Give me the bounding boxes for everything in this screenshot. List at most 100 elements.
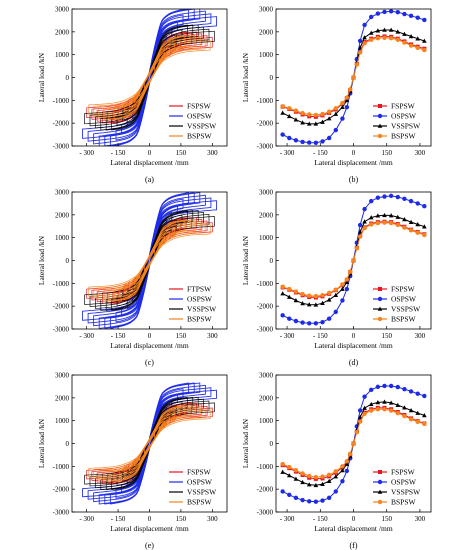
data-point [287,316,292,321]
data-point [340,478,345,484]
data-point [326,478,332,483]
hysteresis-loop [93,408,206,479]
legend-label: VSSPSW [391,488,421,497]
data-point [382,212,387,218]
data-point [293,289,299,294]
hysteresis-loop [102,31,197,124]
data-point [402,413,407,419]
y-tick-label: 1000 [55,417,70,425]
x-tick-label: 0 [352,332,356,340]
data-point [408,228,414,233]
data-point [362,35,367,40]
legend-label: OSPSW [391,295,417,304]
legend-entry: OSPSW [373,295,417,304]
legend-marker [377,499,383,505]
y-axis-label: Lateral load /kN [37,52,46,102]
y-tick-label: 0 [66,440,70,448]
legend-marker [378,470,382,474]
data-point [415,45,420,51]
data-point [326,290,332,296]
legend-label: VSSPSW [391,305,421,314]
x-axis-label: Lateral displacement /mm [314,524,392,533]
legend-label: FSPSW [391,285,416,294]
data-point [280,291,285,296]
legend-label: OSPSW [391,478,417,487]
legend-marker [377,296,383,302]
data-point [300,291,305,297]
data-point [357,419,363,424]
y-tick-label: 1000 [55,234,70,242]
data-point [313,293,319,299]
data-point [402,405,407,410]
data-point [340,116,345,121]
data-point [362,41,367,46]
hysteresis-loop [93,222,206,299]
data-point [280,489,285,494]
data-point [340,464,345,469]
hysteresis-loop [98,36,201,119]
hysteresis-loop [103,35,196,120]
data-point [408,198,414,204]
data-point [415,419,420,425]
data-point [395,410,400,416]
hysteresis-loop [127,39,172,116]
legend-entry: BSPSW [169,498,213,507]
data-point [347,451,353,457]
panel-label: (c) [145,358,154,367]
data-point [382,407,387,412]
legend-entry: BSPSW [373,315,417,324]
legend-label: FSPSW [391,468,416,477]
data-point [408,407,414,413]
data-point [422,47,427,53]
y-tick-label: -1000 [257,280,274,288]
data-point [293,298,299,303]
data-point [402,31,407,36]
data-point [313,474,319,480]
data-point [402,196,407,202]
data-point [415,222,421,227]
data-point [382,399,387,404]
x-axis-label: Lateral displacement /mm [314,158,392,167]
data-point [320,139,325,144]
hysteresis-loop [93,38,206,117]
data-point [307,293,312,298]
y-tick-label: 3000 [55,189,70,197]
legend-marker [377,316,383,322]
data-point [313,112,319,118]
plot-area [280,383,427,504]
data-point [293,138,299,143]
data-point [320,111,325,117]
y-tick-label: -1000 [53,97,70,105]
data-point [344,279,350,284]
data-point [422,203,427,209]
x-tick-label: - 150 [111,332,126,340]
data-point [395,384,400,390]
plot-area [82,192,217,329]
data-point [326,135,332,141]
x-tick-label: 0 [148,332,152,340]
x-tick-label: - 300 [280,332,295,340]
legend-label: VSSPSW [187,122,217,131]
panel-label: (b) [349,175,359,184]
data-point [415,15,420,20]
data-point [402,40,407,45]
legend-entry: VSSPSW [169,488,217,497]
data-point [395,29,401,34]
data-point [320,474,325,479]
panel-label: (f) [350,541,358,550]
data-point [388,383,394,389]
data-point [375,220,381,226]
y-tick-label: -2000 [257,120,274,128]
legend-label: BSPSW [187,498,213,507]
y-tick-label: -3000 [53,326,70,334]
hysteresis-loop [111,210,188,311]
hysteresis-loop [82,389,217,498]
data-point [306,302,312,307]
data-point [362,206,367,212]
data-point [340,282,345,287]
data-point [415,391,420,396]
data-point [293,108,299,113]
data-point [362,225,367,231]
x-tick-label: 0 [352,149,356,157]
data-point [280,313,285,318]
